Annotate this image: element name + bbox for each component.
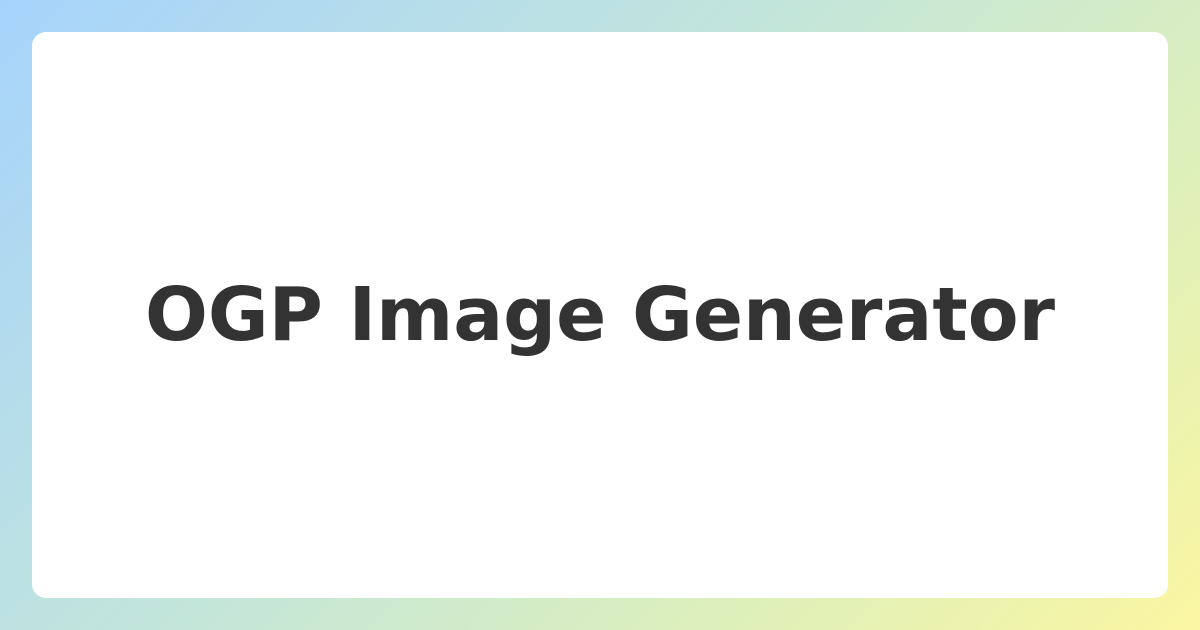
content-card: OGP Image Generator xyxy=(32,32,1168,598)
page-title: OGP Image Generator xyxy=(144,272,1056,358)
